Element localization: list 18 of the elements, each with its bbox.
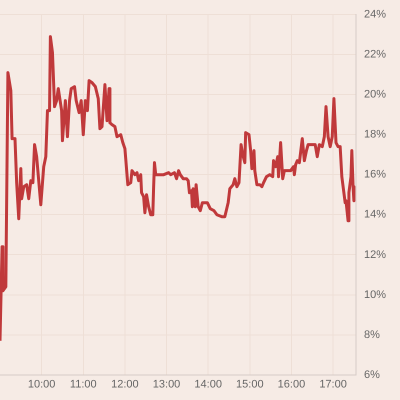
x-tick-label: 15:00 — [236, 378, 264, 390]
y-tick-label: 16% — [364, 168, 386, 181]
x-tick-label: 10:00 — [28, 378, 56, 390]
y-tick-label: 24% — [364, 8, 386, 21]
x-tick-label: 16:00 — [278, 378, 306, 390]
y-tick-label: 6% — [364, 368, 380, 381]
y-tick-label: 18% — [364, 128, 386, 141]
x-tick-label: 14:00 — [194, 378, 222, 390]
y-tick-label: 12% — [364, 248, 386, 261]
x-tick-label: 12:00 — [111, 378, 139, 390]
x-tick-label: 11:00 — [70, 378, 97, 390]
x-tick-label: 17:00 — [319, 378, 347, 390]
y-tick-label: 8% — [364, 328, 380, 341]
y-tick-label: 22% — [364, 48, 386, 61]
y-tick-label: 14% — [364, 208, 386, 221]
y-tick-label: 20% — [364, 88, 386, 101]
x-tick-label: 13:00 — [152, 378, 180, 390]
y-tick-label: 10% — [364, 288, 386, 301]
